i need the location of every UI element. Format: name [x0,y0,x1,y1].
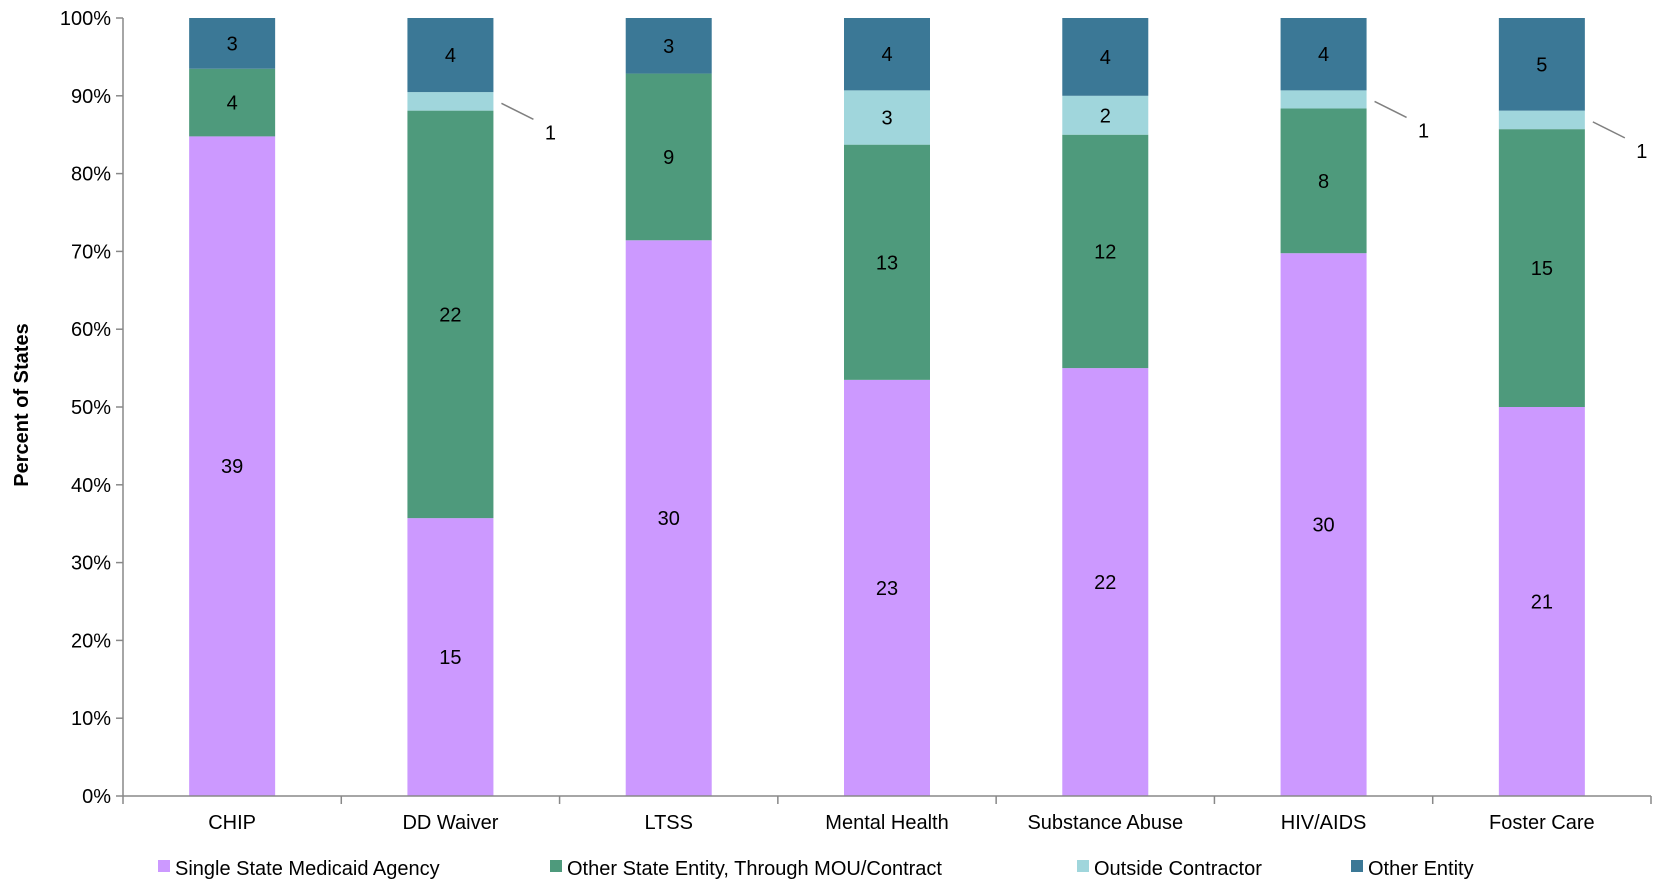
y-tick-label: 50% [71,397,111,419]
leader-line [1374,100,1407,119]
data-label: 23 [876,578,898,600]
x-tick-label: LTSS [644,812,693,834]
bar-segment [844,18,930,91]
y-tick-label: 60% [71,319,111,341]
x-tick-label: HIV/AIDS [1281,812,1367,834]
data-label: 15 [1531,258,1553,280]
bar-segment [189,68,276,137]
bar-segment [407,92,494,111]
bar-segment [407,18,494,93]
bar-segment [844,90,930,145]
bar-segment [189,136,276,797]
data-label: 4 [1100,47,1111,69]
y-tick-label: 40% [71,475,111,497]
data-label: 3 [227,33,238,55]
y-tick-label: 0% [82,786,111,808]
data-label: 12 [1094,241,1116,263]
y-tick-label: 100% [60,8,111,30]
data-label: 1 [1636,141,1647,163]
data-label: 3 [881,108,892,130]
leader-line [1592,121,1626,139]
y-tick-label: 20% [71,630,111,652]
y-tick-label: 10% [71,708,111,730]
bar-segment [1498,129,1585,407]
data-label: 4 [227,93,238,115]
data-label: 2 [1100,105,1111,127]
data-label: 39 [221,456,243,478]
legend-label: Other State Entity, Through MOU/Contract [567,858,942,880]
bars-layer [189,18,1585,797]
y-tick-label: 30% [71,553,111,575]
bar-segment [1280,253,1367,797]
data-label: 4 [1318,44,1329,66]
data-label: 30 [658,508,680,530]
bar-segment [1062,95,1149,135]
data-label: 30 [1312,515,1334,537]
bar-segment [1498,18,1585,111]
x-tick-label: Foster Care [1489,812,1595,834]
bar-segment [625,73,712,241]
bar-segment [1280,18,1367,91]
bar-segment [189,18,276,69]
bar-segment [1280,108,1367,254]
bar-segment [1498,407,1585,796]
legend-swatch [1351,860,1363,872]
legend-item: Other Entity [1351,858,1474,880]
data-label: 21 [1531,592,1553,614]
y-tick-label: 90% [71,86,111,108]
legend-swatch [158,860,170,872]
bar-segment [1062,368,1149,796]
x-tick-label: CHIP [208,812,256,834]
x-tick-label: Mental Health [825,812,948,834]
axes-layer: 0% 10% 20% 30% 40% 50% 60% 70% 80% 90% 100% CHIP DD … [60,8,1652,834]
leader-line [501,102,534,121]
bar-segment [625,18,712,74]
legend-label: Other Entity [1368,858,1474,880]
y-axis-title: Percent of States [11,323,33,486]
legend-swatch [550,860,562,872]
bar-segment [1498,110,1585,130]
data-label: 1 [545,122,556,144]
legend-label: Outside Contractor [1094,858,1262,880]
data-label: 5 [1536,54,1547,76]
data-label: 13 [876,252,898,274]
bar-segment [1062,18,1149,96]
legend-swatch [1077,860,1089,872]
data-label: 15 [439,647,461,669]
legend-item: Outside Contractor [1077,858,1262,880]
bar-segment [844,144,930,380]
legend-label: Single State Medicaid Agency [175,858,440,880]
bar-segment [1062,134,1149,369]
bar-segment [407,518,494,796]
legend: Single State Medicaid Agency Other State … [158,858,1474,880]
data-label: 8 [1318,171,1329,193]
data-label: 22 [439,304,461,326]
data-label: 9 [663,147,674,169]
x-tick-label: DD Waiver [402,812,498,834]
data-label: 22 [1094,572,1116,594]
data-label: 3 [663,36,674,58]
data-label: 4 [445,45,456,67]
bar-segment [1280,90,1367,109]
legend-item: Single State Medicaid Agency [158,858,440,880]
data-label: 1 [1418,120,1429,142]
y-tick-label: 70% [71,241,111,263]
data-label: 4 [881,44,892,66]
bar-segment [407,110,494,519]
y-tick-label: 80% [71,164,111,186]
x-tick-label: Substance Abuse [1027,812,1183,834]
bar-segment [844,379,930,796]
bar-segment [625,240,712,797]
legend-item: Other State Entity, Through MOU/Contract [550,858,942,880]
